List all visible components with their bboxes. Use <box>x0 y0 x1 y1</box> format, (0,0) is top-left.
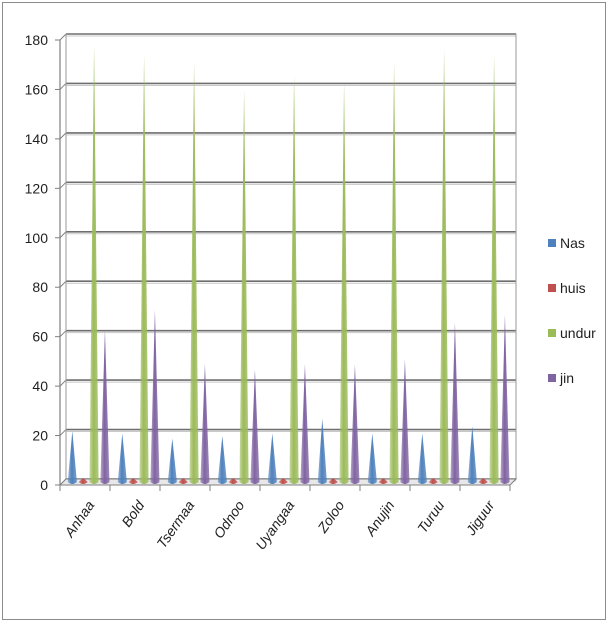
x-tick-label: Anhaa <box>61 497 98 540</box>
grid-connector <box>59 132 67 140</box>
y-tick-label: 60 <box>32 329 48 345</box>
cone-jin-Anujin <box>400 359 410 484</box>
cone-jin-Anhaa <box>100 329 110 484</box>
y-tick-label: 180 <box>25 32 49 48</box>
legend-swatch-huis <box>548 284 556 292</box>
legend-swatch-Nas <box>548 239 556 247</box>
cone-Nas-Tsermaa <box>167 438 177 484</box>
legend-swatch-jin <box>548 374 556 382</box>
cone-huis-Zoloo <box>328 478 338 484</box>
cone-jin-Tsermaa <box>200 364 210 484</box>
cone-huis-Turuu <box>428 478 438 484</box>
grid-connector <box>59 429 67 436</box>
cone-Nas-Turuu <box>417 433 427 484</box>
cone-Nas-Anhaa <box>67 431 77 484</box>
cone-Nas-Uyangaa <box>267 433 277 484</box>
x-tick-label: Anujin <box>361 497 397 539</box>
cone-undur-Turuu <box>439 50 449 484</box>
cone-huis-Anhaa <box>78 478 88 484</box>
cone-huis-Tsermaa <box>178 478 188 484</box>
x-tick-label: Turuu <box>414 497 448 535</box>
y-tick-label: 20 <box>32 428 48 444</box>
x-tick-label: Odnoo <box>210 497 247 541</box>
cone-jin-Zoloo <box>350 364 360 484</box>
x-axis: Anhaa Bold Tsermaa Odnoo Uyangaa Zoloo Anujin T… <box>58 478 518 553</box>
y-tick-label: 40 <box>32 378 48 394</box>
x-tick-label: Jiguur <box>462 496 498 538</box>
cone-huis-Bold <box>128 478 138 484</box>
grid-connector <box>59 83 67 90</box>
cone-jin-Uyangaa <box>300 364 310 484</box>
y-tick-label: 100 <box>25 230 49 246</box>
cone-jin-Odnoo <box>250 369 260 484</box>
legend-swatch-undur <box>548 329 556 337</box>
cone-Nas-Jiguur <box>467 426 477 484</box>
grid-connector <box>59 231 67 239</box>
x-tick-label: Uyangaa <box>252 497 297 552</box>
grid-connector <box>59 379 67 387</box>
legend-label-huis: huis <box>560 280 586 296</box>
grid-connector <box>59 280 67 288</box>
cone-undur-Uyangaa <box>289 75 299 484</box>
cone-undur-Anhaa <box>89 45 99 485</box>
cone-undur-Odnoo <box>239 89 249 485</box>
data-marks <box>67 45 510 485</box>
grid-connector <box>59 330 67 338</box>
y-tick-label: 160 <box>25 81 49 97</box>
cone-Nas-Anujin <box>367 433 377 484</box>
legend-label-undur: undur <box>560 325 596 341</box>
cone-Nas-Odnoo <box>217 436 227 484</box>
x-tick-label: Bold <box>118 497 148 530</box>
x-tick-label: Zoloo <box>314 497 348 536</box>
cone-undur-Zoloo <box>339 82 349 484</box>
legend-label-jin: jin <box>559 370 574 386</box>
x-tick-label: Tsermaa <box>153 497 197 551</box>
cone-undur-Anujin <box>389 62 399 484</box>
y-tick-label: 80 <box>32 279 48 295</box>
cone-huis-Anujin <box>378 478 388 484</box>
y-tick-label: 140 <box>25 131 49 147</box>
cone-undur-Tsermaa <box>189 62 199 484</box>
cone-jin-Jiguur <box>500 314 510 484</box>
cone-Nas-Zoloo <box>317 418 327 484</box>
cone-jin-Bold <box>150 309 160 484</box>
cone-undur-Jiguur <box>489 55 499 485</box>
y-tick-label: 120 <box>25 180 49 196</box>
cone-huis-Jiguur <box>478 478 488 484</box>
grid-connector <box>59 181 67 189</box>
cone-undur-Bold <box>139 55 149 485</box>
y-axis: 0 20 40 60 80 100 120 140 160 180 <box>25 32 517 493</box>
y-tick-label: 0 <box>40 477 48 493</box>
cone-jin-Turuu <box>450 322 460 484</box>
legend: Nas huis undur jin <box>548 235 596 386</box>
cone-Nas-Bold <box>117 433 127 484</box>
cone-huis-Odnoo <box>228 478 238 484</box>
legend-label-Nas: Nas <box>560 235 585 251</box>
cone-huis-Uyangaa <box>278 478 288 484</box>
grid-connector <box>59 33 67 41</box>
